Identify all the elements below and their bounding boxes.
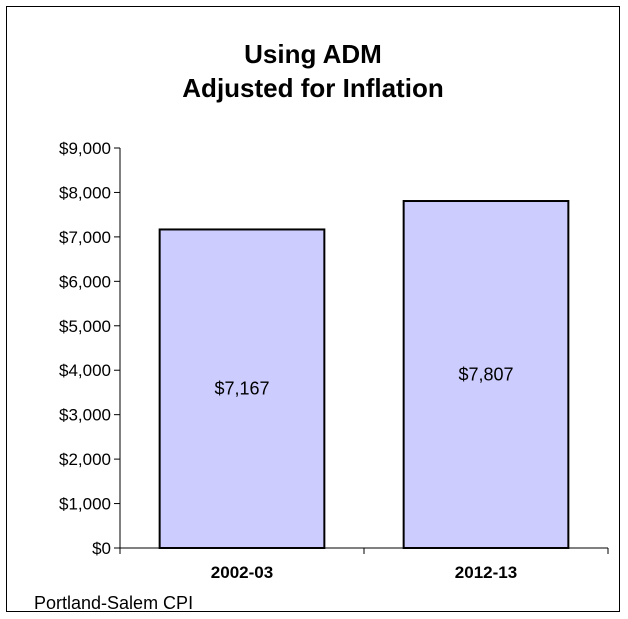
y-tick-label: $6,000 <box>59 272 111 291</box>
x-category-label: 2012-13 <box>455 563 517 582</box>
bar <box>402 200 570 549</box>
bar-chart: Using ADM Adjusted for Inflation $0 $1,00… <box>34 39 609 613</box>
y-tick-label: $0 <box>92 539 111 558</box>
x-category-label: 2002-03 <box>211 563 273 582</box>
y-tick-label: $5,000 <box>59 317 111 336</box>
bars: $7,167 $7,807 <box>158 200 570 549</box>
y-tick-label: $9,000 <box>59 139 111 158</box>
chart-frame: Using ADM Adjusted for Inflation $0 $1,00… <box>6 6 620 613</box>
chart-title-line-1: Using ADM <box>244 39 382 69</box>
bar <box>158 228 326 549</box>
y-tick-label: $4,000 <box>59 361 111 380</box>
y-tick-label: $8,000 <box>59 183 111 202</box>
x-axis: 2002-03 2012-13 <box>119 547 609 582</box>
chart-title-line-2: Adjusted for Inflation <box>182 73 443 103</box>
y-tick-label: $1,000 <box>59 495 111 514</box>
y-tick-label: $7,000 <box>59 228 111 247</box>
chart-title: Using ADM Adjusted for Inflation <box>182 39 443 103</box>
bar-data-label: $7,807 <box>458 365 513 385</box>
bar-data-label: $7,167 <box>214 379 269 399</box>
y-tick-label: $3,000 <box>59 406 111 425</box>
footnote: Portland-Salem CPI <box>34 593 193 613</box>
y-tick-label: $2,000 <box>59 450 111 469</box>
y-axis: $0 $1,000 $2,000 $3,000 $4,000 $5,000 $6,000 $7… <box>59 139 121 558</box>
